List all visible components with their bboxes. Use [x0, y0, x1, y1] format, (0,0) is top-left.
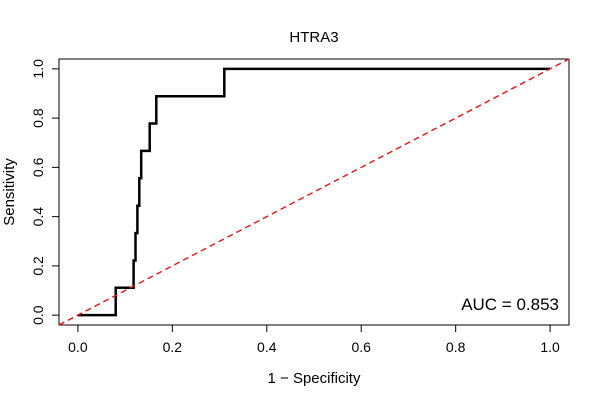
series-layer — [58, 58, 570, 326]
y-tick-label: 0.6 — [30, 157, 46, 177]
reference-diagonal-line — [58, 58, 570, 326]
x-tick-label: 0.2 — [163, 339, 183, 355]
x-tick-label: 0.6 — [351, 339, 371, 355]
y-tick-label: 0.2 — [30, 256, 46, 276]
y-axis: 0.0 0.2 0.4 0.6 0.8 1.0 — [30, 59, 60, 325]
y-tick-label: 0.8 — [30, 108, 46, 128]
roc-curve-line — [77, 67, 551, 317]
x-tick-label: 0.8 — [446, 339, 466, 355]
x-axis: 0.0 0.2 0.4 0.6 0.8 1.0 — [68, 324, 560, 355]
y-tick-label: 1.0 — [30, 59, 46, 79]
plot-frame — [58, 58, 570, 326]
x-tick-label: 0.4 — [257, 339, 277, 355]
y-tick-label: 0.4 — [30, 207, 46, 227]
y-tick-label: 0.0 — [30, 305, 46, 325]
y-axis-title: Sensitivity — [1, 158, 18, 226]
x-axis-title: 1 − Specificity — [268, 370, 361, 387]
chart-title: HTRA3 — [289, 29, 338, 46]
x-tick-label: 0.0 — [68, 339, 88, 355]
auc-annotation: AUC = 0.853 — [461, 295, 559, 314]
x-tick-label: 1.0 — [540, 339, 560, 355]
